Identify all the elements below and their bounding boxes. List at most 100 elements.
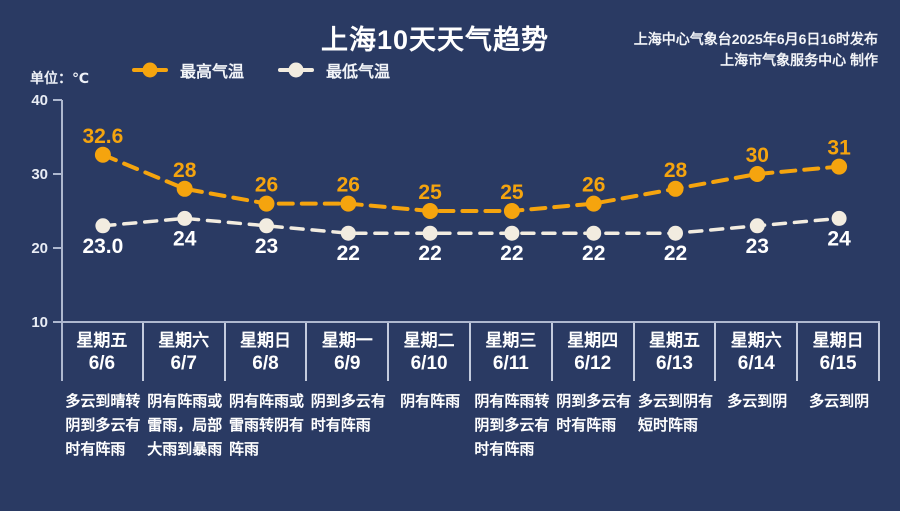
source-line-2: 上海市气象服务中心 制作 — [720, 52, 878, 68]
low-temp-line-marker-icon — [278, 62, 315, 78]
high-temp-value-label: 26 — [337, 174, 360, 197]
low-temp-line — [101, 216, 841, 235]
low-temp-value-label: 22 — [418, 242, 441, 265]
weekday-label: 星期日 — [812, 331, 864, 350]
weekday-label: 星期五 — [648, 331, 700, 350]
legend-label-high-temp: 最高气温 — [180, 64, 245, 81]
low-temp-point — [504, 225, 520, 241]
weather-cell: 多云到阴有 短时阵雨 — [635, 390, 717, 462]
weather-description: 阴有阵雨或 雷雨，局部 大雨到暴雨 — [147, 393, 223, 458]
day-cell: 星期六 6/7 — [144, 323, 226, 381]
low-temp-point — [422, 225, 438, 241]
y-axis-tick-label: 30 — [31, 166, 48, 183]
date-label: 6/13 — [656, 353, 693, 374]
legend-label-low-temp: 最低气温 — [326, 64, 391, 81]
weather-description: 阴有阵雨转 阴到多云有 时有阵雨 — [474, 393, 550, 458]
high-temp-point — [176, 180, 193, 197]
high-temp-point — [422, 203, 439, 219]
weekday-label: 星期一 — [321, 331, 373, 350]
day-cell: 星期日 6/15 — [798, 323, 880, 381]
weather-description: 阴到多云有 时有阵雨 — [310, 393, 386, 434]
weather-cell: 多云到阴 — [716, 390, 798, 462]
low-temp-value-label: 23 — [746, 235, 769, 258]
date-label: 6/7 — [170, 353, 197, 374]
page-title: 上海10天天气趋势 — [320, 25, 550, 55]
chart-legend: 最高气温 最低气温 — [132, 58, 390, 82]
date-label: 6/12 — [574, 353, 612, 374]
high-temp-value-label: 26 — [255, 174, 278, 197]
high-temp-point — [258, 195, 275, 212]
day-cell: 星期一 6/9 — [307, 323, 390, 381]
day-header-row: 星期五 6/6 星期六 6/7 星期日 6/8 星期一 6/9 星期二 6/10 星期三 6/11 星期… — [62, 323, 880, 381]
low-temp-value-label: 22 — [582, 242, 605, 265]
day-cell: 星期五 6/6 — [62, 323, 144, 381]
low-temp-point — [177, 210, 193, 226]
high-temp-point — [749, 166, 766, 182]
y-axis-tick-label: 20 — [31, 240, 48, 257]
low-temp-value-label: 22 — [500, 242, 523, 265]
weather-description: 多云到阴 — [809, 393, 870, 410]
high-temp-value-label: 25 — [418, 181, 442, 204]
low-temp-value-label: 24 — [173, 227, 197, 250]
weekday-label: 星期四 — [567, 331, 619, 350]
legend-item-high-temp: 最高气温 — [132, 58, 244, 82]
weekday-label: 星期日 — [239, 331, 291, 350]
date-label: 6/11 — [492, 353, 529, 374]
high-temp-point — [667, 180, 684, 197]
day-cell: 星期二 6/10 — [389, 323, 471, 381]
high-temp-value-label: 25 — [500, 181, 524, 204]
day-cell: 星期四 6/12 — [553, 323, 635, 381]
low-temp-value-label: 22 — [664, 242, 687, 265]
date-label: 6/9 — [334, 353, 361, 374]
weather-cell: 阴有阵雨 — [389, 390, 471, 462]
day-cell: 星期三 6/11 — [471, 323, 553, 381]
weather-description-row: 多云到晴转 阴到多云有 时有阵雨 阴有阵雨或 雷雨，局部 大雨到暴雨 阴有阵雨或 雷雨转阴有阵… — [62, 390, 880, 462]
high-temp-value-label: 30 — [746, 144, 769, 167]
date-label: 6/10 — [410, 353, 448, 374]
legend-item-low-temp: 最低气温 — [278, 58, 390, 82]
low-temp-value-label: 23.0 — [82, 235, 123, 258]
day-cell: 星期六 6/14 — [716, 323, 799, 381]
weather-description: 多云到阴有 短时阵雨 — [637, 393, 713, 434]
low-temp-value-label: 22 — [337, 242, 360, 265]
high-temp-value-label: 31 — [827, 137, 851, 160]
day-cell: 星期日 6/8 — [226, 323, 308, 381]
weather-description: 多云到晴转 阴到多云有 时有阵雨 — [65, 393, 141, 458]
low-temp-value-label: 24 — [827, 227, 851, 250]
high-temp-point — [94, 146, 111, 163]
source-info: 上海中心气象台2025年6月6日16时发布 上海市气象服务中心 制作 — [634, 29, 878, 71]
weather-cell: 阴有阵雨转 阴到多云有 时有阵雨 — [471, 390, 553, 462]
source-line-1: 上海中心气象台2025年6月6日16时发布 — [633, 31, 878, 47]
weather-description: 阴有阵雨或 雷雨转阴有 阵雨 — [228, 393, 304, 458]
weather-cell: 阴到多云有 时有阵雨 — [307, 390, 389, 462]
date-label: 6/6 — [88, 353, 116, 374]
weekday-label: 星期六 — [730, 331, 782, 350]
high-temp-value-label: 26 — [582, 174, 605, 197]
high-temp-point — [503, 203, 520, 219]
low-temp-point — [95, 218, 111, 234]
weather-cell: 阴有阵雨或 雷雨，局部 大雨到暴雨 — [144, 390, 226, 462]
weather-cell: 多云到晴转 阴到多云有 时有阵雨 — [62, 390, 144, 462]
date-label: 6/15 — [819, 353, 857, 374]
high-temp-value-label: 28 — [173, 159, 197, 182]
high-temp-point — [340, 195, 357, 212]
weather-cell: 阴到多云有 时有阵雨 — [553, 390, 635, 462]
weather-cell: 阴有阵雨或 雷雨转阴有 阵雨 — [226, 390, 308, 462]
y-axis-tick-label: 40 — [31, 92, 48, 109]
high-temp-value-label: 32.6 — [82, 125, 123, 148]
weather-description: 多云到阴 — [727, 393, 788, 410]
y-axis-tick-label: 10 — [31, 314, 48, 331]
weekday-label: 星期五 — [76, 331, 128, 350]
low-temp-value-label: 23 — [255, 235, 278, 258]
weather-cell: 多云到阴 — [798, 390, 880, 462]
high-temp-line-marker-icon — [132, 62, 168, 78]
weekday-label: 星期六 — [158, 331, 210, 350]
weekday-label: 星期二 — [403, 331, 455, 350]
unit-label: 单位：℃ — [30, 70, 89, 86]
high-temp-point — [585, 195, 602, 212]
high-temp-point — [831, 158, 848, 175]
day-cell: 星期五 6/13 — [635, 323, 717, 381]
low-temp-point — [668, 225, 683, 241]
